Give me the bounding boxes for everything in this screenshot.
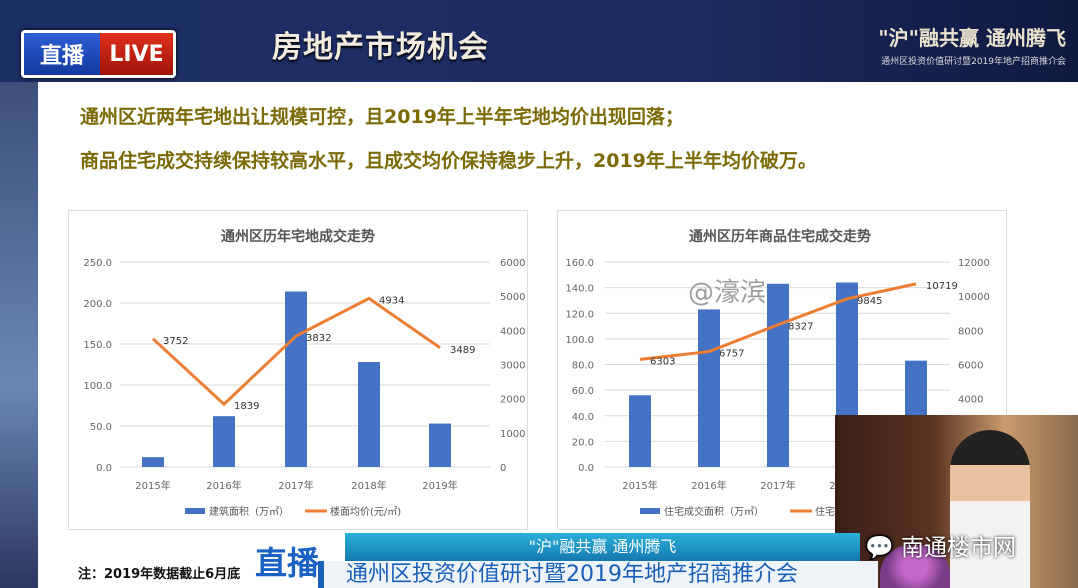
live-en: LIVE bbox=[100, 33, 173, 75]
banner-line1: "沪"融共赢 通州腾飞 bbox=[345, 533, 860, 561]
y-left-tick: 60.0 bbox=[572, 386, 594, 397]
y-left-tick: 100.0 bbox=[565, 335, 594, 346]
footnote: 注：2019年数据截止6月底 bbox=[78, 567, 241, 582]
bar bbox=[767, 283, 789, 467]
y-left-tick: 150.0 bbox=[83, 340, 112, 351]
wechat-watermark: 💬 南通楼市网 bbox=[865, 528, 1016, 562]
y-left-tick: 140.0 bbox=[565, 284, 594, 295]
banner-zhibo: 直播 bbox=[255, 544, 320, 582]
live-badge: 直播 LIVE bbox=[21, 30, 176, 78]
x-tick: 2016年 bbox=[691, 479, 726, 492]
bar bbox=[698, 309, 720, 467]
wechat-icon: 💬 bbox=[865, 535, 894, 561]
legend-bar-swatch bbox=[185, 508, 205, 514]
chart-title: 通州区历年商品住宅成交走势 bbox=[689, 228, 871, 245]
chart-title: 通州区历年宅地成交走势 bbox=[221, 228, 375, 245]
y-right-tick: 12000 bbox=[958, 258, 990, 269]
data-label: 6303 bbox=[650, 356, 675, 367]
y-left-tick: 20.0 bbox=[572, 437, 594, 448]
headline-2: 商品住宅成交持续保持较高水平，且成交均价保持稳步上升，2019年上半年均价破万。 bbox=[80, 150, 817, 172]
y-right-tick: 1000 bbox=[500, 429, 525, 440]
bar bbox=[429, 423, 451, 467]
x-tick: 2015年 bbox=[135, 479, 170, 492]
slide-title: 房地产市场机会 bbox=[272, 30, 489, 65]
y-left-tick: 50.0 bbox=[90, 422, 112, 433]
live-cn: 直播 bbox=[24, 33, 100, 75]
bar bbox=[213, 416, 235, 467]
legend-line-label: 楼面均价(元/㎡) bbox=[330, 505, 401, 518]
data-label: 3489 bbox=[450, 345, 475, 356]
bar bbox=[358, 362, 380, 467]
y-left-tick: 250.0 bbox=[83, 258, 112, 269]
slogan-sub: 通州区投资价值研讨暨2019年地产招商推介会 bbox=[881, 57, 1066, 67]
y-left-tick: 160.0 bbox=[565, 258, 594, 269]
y-left-tick: 0.0 bbox=[96, 463, 112, 474]
y-right-tick: 6000 bbox=[958, 361, 983, 372]
data-label: 6757 bbox=[719, 349, 744, 360]
bar bbox=[629, 395, 651, 467]
slogan-main: "沪"融共赢 通州腾飞 bbox=[878, 26, 1066, 50]
y-left-tick: 100.0 bbox=[83, 381, 112, 392]
bar bbox=[142, 457, 164, 467]
data-label: 3832 bbox=[306, 333, 331, 344]
price-line bbox=[151, 296, 441, 407]
event-slogan: "沪"融共赢 通州腾飞 通州区投资价值研讨暨2019年地产招商推介会 bbox=[878, 22, 1066, 67]
weibo-watermark: @濠滨 bbox=[688, 278, 767, 308]
y-left-tick: 80.0 bbox=[572, 361, 594, 372]
price-line bbox=[639, 282, 917, 361]
y-right-tick: 4000 bbox=[500, 326, 525, 337]
broadcast-header bbox=[0, 0, 1078, 90]
x-tick: 2017年 bbox=[278, 479, 313, 492]
data-label: 10719 bbox=[926, 281, 958, 292]
y-left-tick: 120.0 bbox=[565, 309, 594, 320]
legend-bar-swatch bbox=[640, 508, 660, 514]
y-right-tick: 3000 bbox=[500, 361, 525, 372]
y-right-tick: 8000 bbox=[958, 326, 983, 337]
legend-bar-label: 建筑面积（万㎡） bbox=[209, 505, 289, 518]
banner-line2: 通州区投资价值研讨暨2019年地产招商推介会 bbox=[318, 561, 878, 588]
bar bbox=[285, 291, 307, 467]
y-left-tick: 0.0 bbox=[578, 463, 594, 474]
x-tick: 2016年 bbox=[206, 479, 241, 492]
x-tick: 2019年 bbox=[422, 479, 457, 492]
x-tick: 2017年 bbox=[760, 479, 795, 492]
data-label: 8327 bbox=[788, 322, 813, 333]
background-image bbox=[0, 82, 38, 588]
data-label: 3752 bbox=[163, 336, 188, 347]
y-right-tick: 10000 bbox=[958, 292, 990, 303]
headline-1: 通州区近两年宅地出让规模可控，且2019年上半年宅地均价出现回落； bbox=[80, 106, 684, 128]
x-tick: 2018年 bbox=[351, 479, 386, 492]
wechat-watermark-text: 南通楼市网 bbox=[900, 535, 1016, 561]
data-label: 4934 bbox=[379, 295, 404, 306]
y-right-tick: 5000 bbox=[500, 292, 525, 303]
y-right-tick: 2000 bbox=[500, 395, 525, 406]
x-tick: 2015年 bbox=[622, 479, 657, 492]
y-left-tick: 40.0 bbox=[572, 412, 594, 423]
data-label: 9845 bbox=[857, 296, 882, 307]
y-right-tick: 6000 bbox=[500, 258, 525, 269]
y-right-tick: 4000 bbox=[958, 395, 983, 406]
data-label: 1839 bbox=[234, 401, 259, 412]
y-right-tick: 0 bbox=[500, 463, 506, 474]
speaker bbox=[950, 430, 1030, 588]
flowers bbox=[880, 545, 950, 588]
y-left-tick: 200.0 bbox=[83, 299, 112, 310]
legend-bar-label: 住宅成交面积（万㎡） bbox=[664, 505, 764, 518]
